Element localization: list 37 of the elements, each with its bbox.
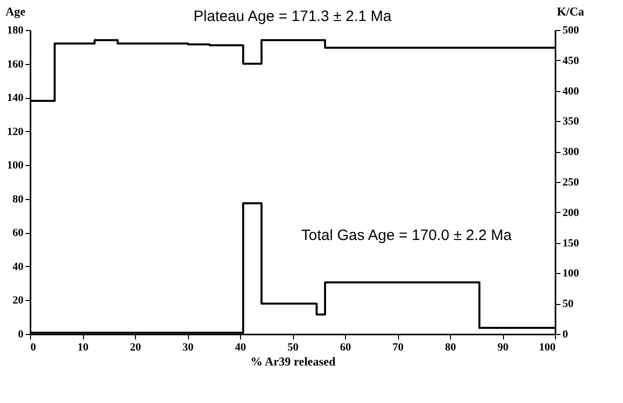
x-tick-label: 0 [30, 342, 36, 354]
x-tick-label: 30 [182, 342, 194, 354]
y2-tick-label: 250 [562, 176, 580, 188]
y2-tick-label: 150 [562, 237, 580, 250]
y-tick-label: 60 [12, 227, 24, 240]
y-axis-title: Age [6, 4, 26, 18]
x-axis-title: % Ar39 released [250, 354, 336, 368]
y-tick-label: 100 [7, 160, 24, 172]
text: Plateau Age = 171.3 ± 2.1 Ma [194, 8, 392, 25]
x-tick-label: 60 [340, 342, 352, 354]
y2-tick-label: 350 [562, 116, 580, 128]
y-tick-label: 160 [7, 58, 24, 70]
y-tick-label: 80 [12, 193, 24, 206]
y2-tick-label: 400 [562, 85, 580, 98]
y-tick-label: 20 [12, 294, 24, 307]
x-tick-label: 20 [130, 342, 142, 354]
y-tick-label: 140 [7, 92, 24, 104]
y2-tick-label: 0 [562, 328, 568, 340]
annotation: Total Gas Age = 170.0 ± 2.2 Ma [301, 227, 512, 244]
x-tick-label: 70 [392, 342, 404, 354]
y2-tick-label: 300 [562, 146, 580, 158]
y-tick-label: 180 [7, 24, 24, 36]
x-tick-label: 90 [498, 342, 509, 354]
y-tick-label: 0 [18, 328, 24, 340]
y2-tick-label: 200 [562, 206, 580, 219]
y-tick-label: 120 [7, 126, 24, 138]
y-tick-label: 40 [12, 260, 24, 273]
x-tick-label: 10 [78, 342, 89, 354]
y2-tick-label: 50 [562, 298, 574, 310]
y2-axis-title: K/Ca [556, 4, 584, 18]
y2-tick-label: 500 [562, 24, 580, 36]
x-tick-label: 100 [539, 342, 556, 354]
y2-tick-label: 450 [562, 54, 580, 67]
y2-tick-label: 100 [562, 268, 580, 280]
x-tick-label: 50 [288, 342, 299, 354]
x-tick-label: 40 [235, 342, 246, 354]
x-tick-label: 80 [445, 342, 456, 354]
